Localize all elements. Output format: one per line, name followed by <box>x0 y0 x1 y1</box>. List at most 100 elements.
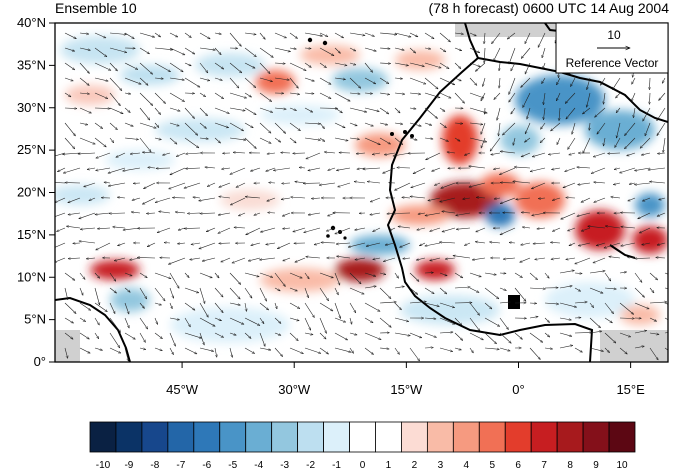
wind-vector <box>124 107 130 113</box>
wind-vector <box>184 32 191 38</box>
lat-tick-label: 35°N <box>17 57 46 72</box>
wind-vector <box>169 182 186 189</box>
wind-vector <box>649 272 658 280</box>
wind-vector <box>548 152 561 155</box>
wind-vector <box>335 227 351 234</box>
wind-vector <box>259 32 265 39</box>
wind-vector <box>439 77 455 86</box>
wind-vector <box>424 138 433 139</box>
wind-vector <box>639 227 651 234</box>
wind-vector <box>64 287 68 300</box>
wind-vector <box>524 62 531 74</box>
lon-tick-label: 15°E <box>616 382 645 397</box>
wind-vector <box>589 287 603 293</box>
wind-vector <box>516 197 531 199</box>
wind-vector <box>424 92 440 98</box>
wind-vector <box>379 77 389 84</box>
wind-vector <box>184 302 195 310</box>
wind-vector <box>439 287 447 294</box>
wind-vector <box>304 32 323 36</box>
wind-vector <box>248 257 261 261</box>
wind-vector <box>497 107 501 120</box>
wind-vector <box>424 48 431 49</box>
wind-vector <box>259 332 265 347</box>
wind-vector <box>520 257 531 263</box>
wind-vector <box>178 227 186 230</box>
wind-vector <box>113 227 126 228</box>
wind-vector <box>409 47 416 53</box>
wind-vector <box>441 182 456 188</box>
wind-vector <box>219 182 231 187</box>
wind-vector <box>319 287 329 301</box>
wind-vector <box>259 62 270 74</box>
wind-vector <box>289 122 301 131</box>
wind-vector <box>229 302 241 305</box>
colorbar-swatch <box>375 421 402 453</box>
wind-vector <box>244 272 259 277</box>
wind-vector <box>229 62 242 73</box>
wind-vector <box>453 256 471 259</box>
wind-vector <box>219 197 231 199</box>
wind-vector <box>531 182 546 190</box>
wind-vector <box>410 196 426 199</box>
wind-vector <box>319 137 325 142</box>
wind-vector <box>230 167 246 175</box>
wind-vector <box>334 32 344 39</box>
wind-vector <box>563 182 576 188</box>
wind-vector <box>191 242 201 245</box>
wind-vector <box>68 258 81 259</box>
wind-vector <box>289 287 298 291</box>
wind-vector <box>499 317 509 330</box>
wind-vector <box>493 47 501 61</box>
wind-vector <box>616 92 621 98</box>
wind-vector <box>645 122 651 136</box>
wind-vector <box>416 257 426 260</box>
wind-vector <box>544 317 550 323</box>
wind-vector <box>400 242 411 248</box>
wind-vector <box>364 77 376 85</box>
wind-vector <box>649 347 658 360</box>
wind-vector <box>454 92 465 103</box>
wind-vector <box>164 243 171 244</box>
wind-vector <box>218 227 231 234</box>
wind-vector <box>319 47 334 56</box>
wind-vector <box>162 152 171 155</box>
wind-vector <box>349 107 367 112</box>
wind-vector <box>169 62 183 73</box>
wind-vector <box>232 257 246 263</box>
wind-vector <box>469 47 480 54</box>
wind-vector <box>274 108 286 109</box>
wind-vector <box>109 92 120 106</box>
wind-vector <box>574 287 581 292</box>
wind-vector <box>608 153 621 154</box>
wind-vector <box>541 77 546 84</box>
wind-vector <box>304 287 309 298</box>
wind-vector <box>649 317 657 322</box>
wind-vector <box>454 62 461 69</box>
wind-vector <box>94 317 100 325</box>
wind-vector <box>55 242 66 248</box>
wind-vector <box>79 317 86 322</box>
wind-vector <box>109 137 114 143</box>
wind-vector <box>537 32 546 48</box>
wind-vector <box>289 107 297 111</box>
wind-vector <box>409 332 422 338</box>
wind-vector <box>593 257 606 263</box>
lat-tick-label: 20°N <box>17 185 46 200</box>
wind-vector <box>214 33 222 34</box>
wind-vector <box>469 77 477 85</box>
wind-vector <box>259 122 271 133</box>
wind-vector <box>394 93 405 94</box>
wind-vector <box>656 122 666 136</box>
wind-vector <box>403 258 411 259</box>
wind-vector <box>154 347 162 351</box>
wind-vector <box>251 242 261 245</box>
wind-vector <box>604 302 614 314</box>
wind-vector <box>244 47 256 57</box>
wind-vector <box>348 242 366 247</box>
wind-vector <box>254 212 261 215</box>
wind-vector <box>154 62 171 73</box>
wind-vector <box>409 62 425 66</box>
wind-vector <box>372 153 381 155</box>
wind-vector <box>621 242 636 246</box>
